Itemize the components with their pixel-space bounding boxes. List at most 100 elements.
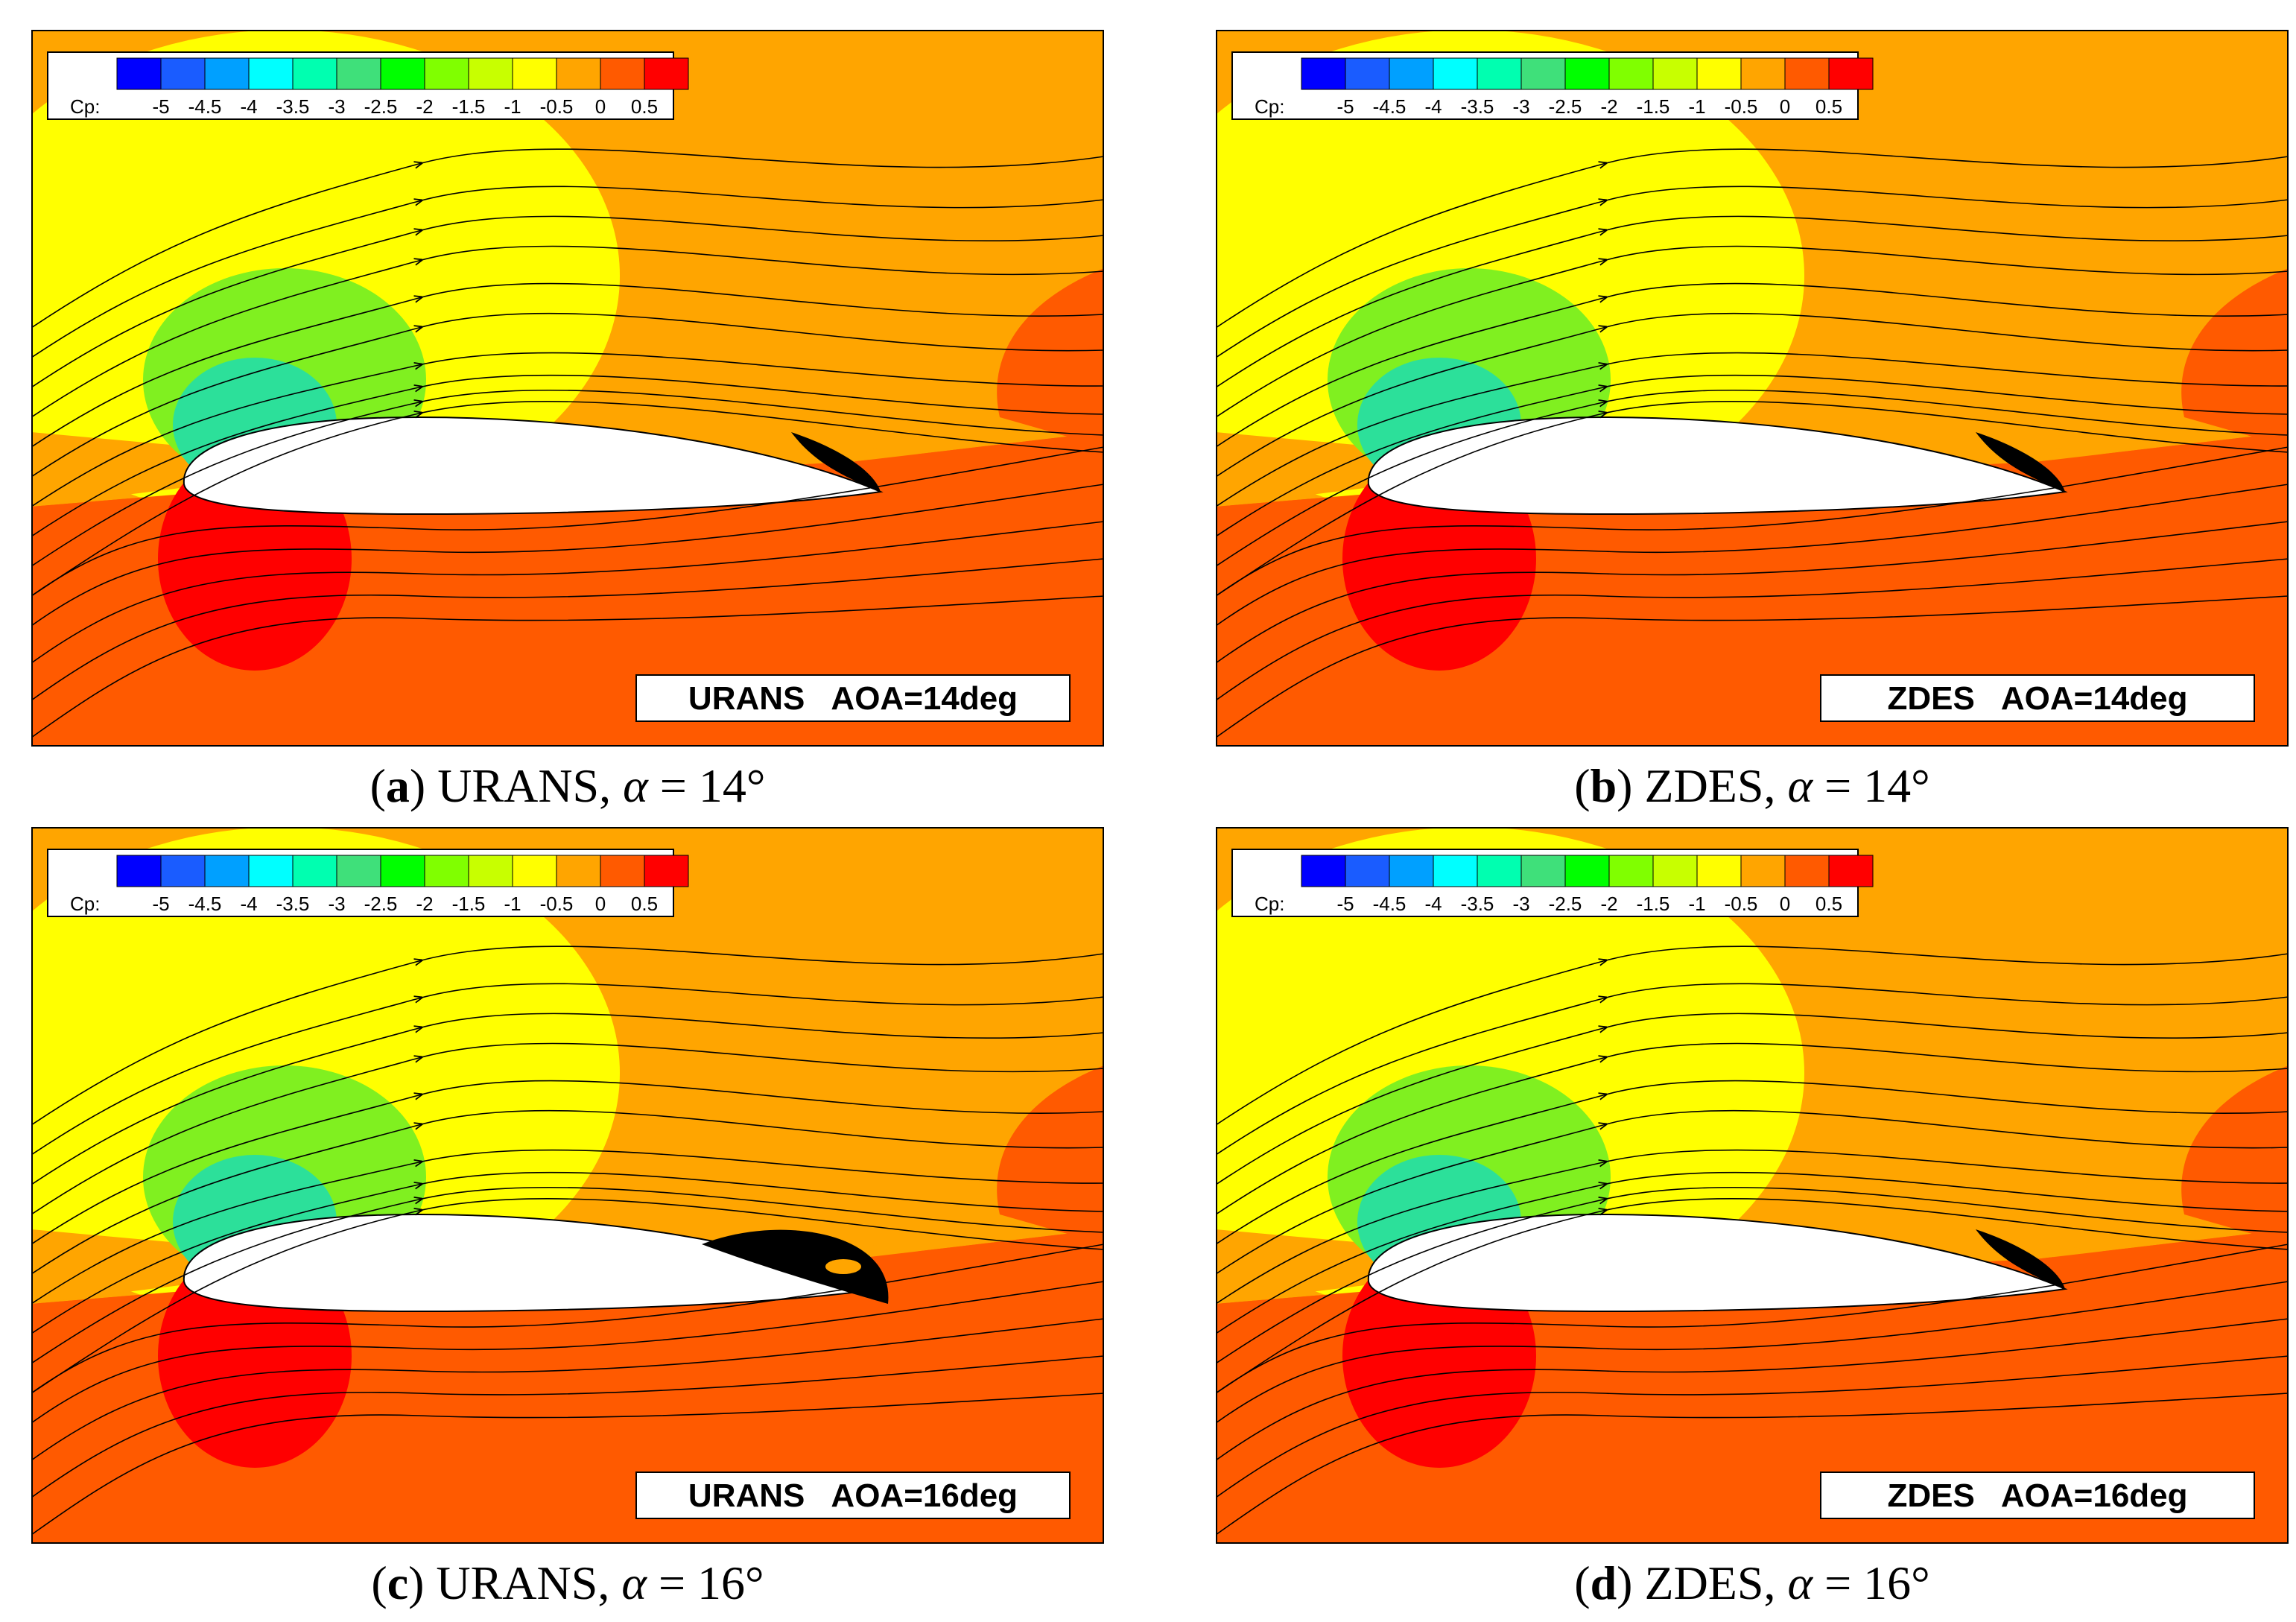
separation-vortex: [702, 1229, 889, 1304]
method-tag: URANS AOA=16deg: [635, 1471, 1071, 1519]
streamline: [1216, 1149, 2289, 1305]
legend-swatch: [1433, 855, 1478, 887]
streamline: [31, 595, 1104, 738]
legend-swatch: [600, 855, 645, 887]
streamlines: [31, 148, 1104, 738]
legend-swatch: [1345, 855, 1390, 887]
contour-svg: Cp: -5 -4.5 -4 -3.5 -3 -2.5 -2 -1.5 -1 -0.5 0 0.5 ZDE…: [1216, 827, 2289, 1544]
legend-swatch: [292, 855, 337, 887]
method-tag-text: URANS AOA=16deg: [688, 1477, 1018, 1514]
streamlines: [31, 945, 1104, 1536]
legend-tick-label: -3: [1512, 893, 1529, 915]
method-tag: ZDES AOA=16deg: [1820, 1471, 2255, 1519]
streamline: [1216, 282, 2289, 448]
plot-frame: [31, 827, 1104, 1544]
legend-tick-label: -2.5: [1549, 95, 1582, 118]
streamline: [1216, 1042, 2289, 1215]
method-tag-box: [1820, 1471, 2255, 1519]
legend-tick-label: -3.5: [276, 893, 310, 915]
legend-swatch: [1740, 57, 1786, 90]
legend-swatch: [116, 855, 162, 887]
legend-tick-label: -1: [504, 893, 521, 915]
method-tag: ZDES AOA=14deg: [1820, 674, 2255, 722]
legend-swatch: [1784, 57, 1830, 90]
legend-tick-label: 0.5: [1815, 95, 1842, 118]
wake-high-pressure-region: [997, 1065, 1104, 1244]
legend-tick-label: -0.5: [1725, 893, 1758, 915]
streamline: [31, 1149, 1104, 1305]
legend-swatch: [1828, 57, 1874, 90]
legend-tick-label: -1.5: [452, 95, 486, 118]
legend-tick-label: -4: [1424, 893, 1442, 915]
contour-plot-d: Cp: -5 -4.5 -4 -3.5 -3 -2.5 -2 -1.5 -1 -0.5 0 0.5 ZDE…: [1216, 827, 2289, 1544]
streamline: [31, 1318, 1104, 1461]
wake-high-pressure-region: [2181, 268, 2289, 447]
streamline: [1216, 1393, 2289, 1536]
legend-tick-label: 0: [595, 95, 606, 118]
legend-swatch: [512, 855, 557, 887]
plot-frame: [1216, 827, 2289, 1544]
legend-swatch: [1564, 57, 1610, 90]
streamline: [31, 558, 1104, 701]
legend-tick-label: 0: [1780, 893, 1790, 915]
legend-swatch: [336, 855, 381, 887]
streamline: [31, 945, 1104, 1126]
streamline: [31, 401, 1104, 597]
legend-label: Cp:: [70, 893, 100, 915]
legend-tick-label: -3: [328, 893, 345, 915]
legend-tick-label: -5: [152, 95, 169, 118]
contour-svg: Cp: -5 -4.5 -4 -3.5 -3 -2.5 -2 -1.5 -1 -0.5 0 0.5 URA…: [31, 827, 1104, 1544]
legend-swatch: [1520, 57, 1566, 90]
legend-tick-label: -5: [1336, 893, 1354, 915]
streamline: [31, 282, 1104, 448]
contour-plot-c: Cp: -5 -4.5 -4 -3.5 -3 -2.5 -2 -1.5 -1 -0.5 0 0.5 URA…: [31, 827, 1104, 1544]
legend-tick-label: -5: [1336, 95, 1354, 118]
wake-high-pressure-region: [997, 268, 1104, 447]
caption-b: (b) ZDES, α = 14°: [1574, 759, 1930, 812]
separation-zone: [1976, 432, 2065, 492]
legend-tick-label: -2: [416, 95, 433, 118]
streamline: [31, 1171, 1104, 1334]
legend-label: Cp:: [1255, 893, 1284, 915]
streamline: [31, 1109, 1104, 1275]
contour-svg: Cp: -5 -4.5 -4 -3.5 -3 -2.5 -2 -1.5 -1 -0.5 0 0.5 ZDE…: [1216, 30, 2289, 747]
legend-label: Cp:: [1255, 95, 1284, 118]
streamline: [31, 1393, 1104, 1536]
legend-tick-label: -1.5: [452, 893, 486, 915]
legend-swatch: [116, 57, 162, 90]
streamline: [31, 1355, 1104, 1498]
streamline: [31, 484, 1104, 627]
cp-legend: Cp: -5 -4.5 -4 -3.5 -3 -2.5 -2 -1.5 -1 -0.5 0 0.5: [1231, 51, 1874, 120]
legend-tick-label: -2.5: [364, 893, 398, 915]
legend-tick-label: 0.5: [1815, 893, 1842, 915]
legend-tick-label: -4.5: [1373, 893, 1407, 915]
contour-plot-a: Cp: -5 -4.5 -4 -3.5 -3 -2.5 -2 -1.5 -1 -0.5 0 0.5 URA…: [31, 30, 1104, 747]
legend-tick-label: 0: [595, 893, 606, 915]
streamline: [31, 389, 1104, 567]
legend-swatch: [600, 57, 645, 90]
legend-swatch: [204, 855, 250, 887]
legend-tick-label: -2.5: [1549, 893, 1582, 915]
legend-swatch: [248, 57, 294, 90]
legend-swatch: [1477, 855, 1522, 887]
separation-zone: [1976, 1229, 2065, 1289]
method-tag-box: [635, 1471, 1071, 1519]
legend-swatch: [512, 57, 557, 90]
streamline: [1216, 595, 2289, 738]
legend-tick-label: 0.5: [631, 893, 658, 915]
vortex-core: [825, 1259, 861, 1274]
legend-swatch: [380, 855, 425, 887]
legend-tick-label: -4.5: [188, 893, 222, 915]
streamline: [1216, 186, 2289, 358]
cp-legend: Cp: -5 -4.5 -4 -3.5 -3 -2.5 -2 -1.5 -1 -0.5 0 0.5: [47, 849, 689, 917]
streamline: [31, 186, 1104, 358]
legend-tick-label: -4: [240, 893, 257, 915]
legend-swatch: [1740, 855, 1786, 887]
legend-swatch: [204, 57, 250, 90]
legend-swatch: [1696, 855, 1742, 887]
streamline: [31, 1281, 1104, 1424]
streamline: [31, 1080, 1104, 1245]
streamline: [1216, 446, 2289, 597]
streamline: [1216, 1355, 2289, 1498]
streamline: [1216, 312, 2289, 478]
